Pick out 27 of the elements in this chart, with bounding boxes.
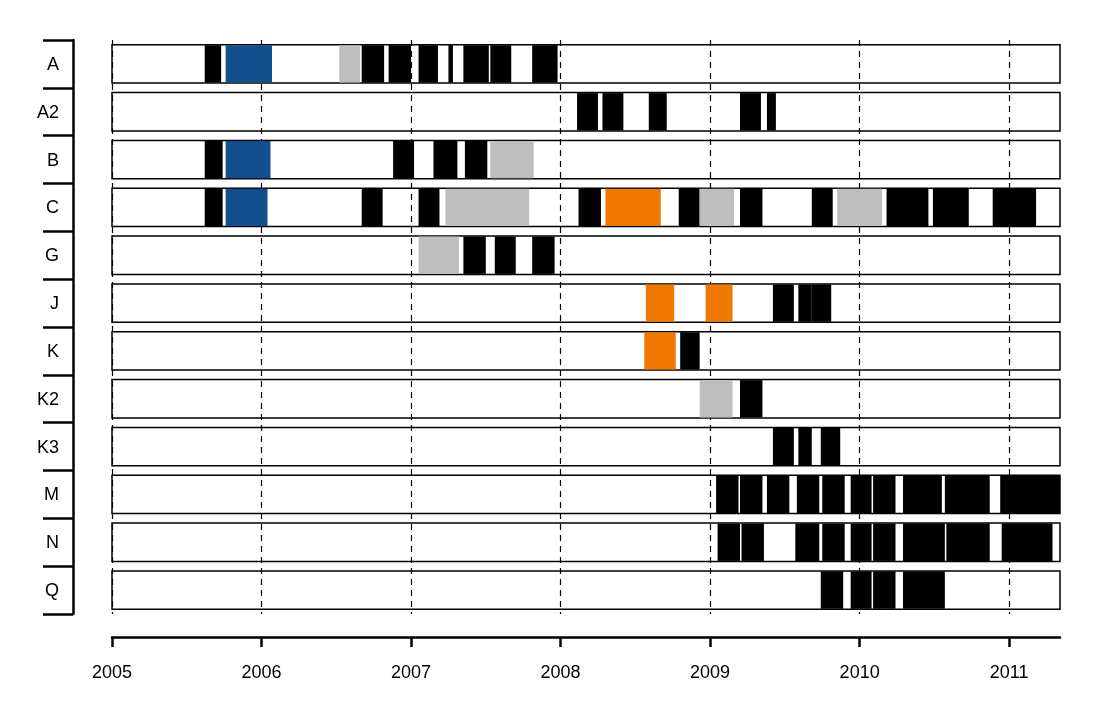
- bar: [225, 188, 268, 227]
- x-tick-label: 2009: [690, 662, 731, 682]
- x-tick-label: 2010: [839, 662, 880, 682]
- y-tick-label: Q: [44, 580, 59, 601]
- y-tick-label: A2: [36, 101, 59, 122]
- y-tick-label: M: [44, 484, 59, 505]
- bar: [644, 332, 676, 370]
- y-tick-label: J: [50, 293, 59, 314]
- bar: [605, 188, 661, 227]
- y-tick-label: K3: [36, 436, 59, 457]
- x-tick-label: 2007: [391, 662, 432, 682]
- x-tick-label: 2005: [91, 662, 133, 682]
- y-tick-label: B: [46, 149, 59, 170]
- bar: [225, 45, 272, 83]
- bar: [705, 284, 733, 322]
- y-tick-label: A: [46, 53, 59, 74]
- y-tick-label: N: [46, 532, 59, 553]
- x-tick-label: 2008: [540, 662, 581, 682]
- bar: [837, 188, 883, 227]
- y-tick-label: G: [44, 245, 59, 266]
- bar: [645, 284, 675, 322]
- x-tick-label: 2006: [241, 662, 282, 682]
- x-tick-label: 2011: [989, 662, 1029, 682]
- y-tick-label: C: [46, 197, 59, 218]
- bar: [225, 140, 271, 179]
- y-tick-label: K2: [36, 388, 59, 409]
- y-tick-label: K: [46, 340, 59, 361]
